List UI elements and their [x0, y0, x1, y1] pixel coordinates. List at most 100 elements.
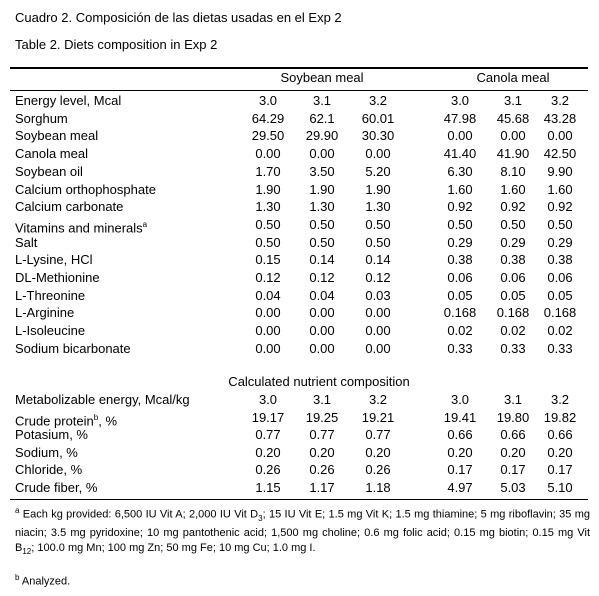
cell-value: 43.28	[543, 110, 577, 126]
label-text: Chloride, %	[15, 462, 83, 478]
cell-value: 0.17	[500, 462, 526, 478]
cell-value: 3.0	[258, 392, 278, 407]
cell-value: 0.38	[447, 252, 473, 268]
label-text: Soybean meal	[15, 128, 99, 144]
cell-value: 0.04	[255, 287, 281, 303]
cell-value: 64.29	[251, 110, 285, 126]
label-text: Crude fiber, %	[15, 480, 98, 495]
cell-value: 0.92	[547, 199, 573, 215]
cell-value: 3.2	[550, 392, 570, 407]
cell-value: 0.26	[255, 462, 281, 478]
label-text: L-Threonine	[15, 287, 86, 303]
cell-value: 0.20	[255, 444, 281, 460]
cell-value: 0.05	[547, 287, 573, 303]
title-es: Cuadro 2. Composición de las dietas usad…	[15, 10, 342, 25]
cell-value: 0.12	[365, 270, 391, 285]
cell-value: 0.33	[500, 340, 526, 356]
cell-value: 3.1	[312, 93, 332, 108]
row-label: Chloride, %	[15, 462, 82, 478]
title-en: Table 2. Diets composition in Exp 2	[15, 37, 218, 52]
label-text: Sodium bicarbonate	[15, 340, 131, 356]
cell-value: 0.50	[365, 234, 391, 250]
cell-value: 1.17	[309, 480, 335, 495]
cell-value: 0.66	[447, 427, 473, 443]
label-text: L-Lysine, HCl	[15, 252, 93, 268]
cell-value: 0.00	[309, 323, 335, 339]
cell-value: 0.00	[500, 128, 526, 144]
footnote-text: ; 15 IU Vit E; 1.5 mg Vit K; 1.5 mg thia…	[15, 508, 590, 554]
cell-value: 0.33	[447, 340, 473, 356]
cell-value: 0.50	[309, 216, 335, 232]
footnote-text: Each kg provided: 6,500 IU Vit A; 2,000 …	[22, 508, 259, 521]
section-title: Calculated nutrient composition	[228, 374, 410, 389]
cell-value: 41.90	[496, 146, 530, 162]
group-header: Canola meal	[476, 70, 550, 85]
cell-value: 0.06	[547, 270, 573, 285]
footnote-mark: a	[15, 506, 20, 515]
cell-value: 0.00	[309, 340, 335, 356]
label-text: Calcium carbonate	[15, 199, 124, 215]
label-text: Vitamins and minerals	[15, 220, 143, 236]
cell-value: 1.18	[365, 480, 391, 495]
cell-value: 3.0	[258, 93, 278, 108]
cell-value: 0.00	[309, 146, 335, 162]
cell-value: 0.00	[547, 128, 573, 144]
cell-value: 60.01	[361, 110, 395, 126]
cell-value: 29.90	[305, 128, 339, 144]
row-label: Crude fiber, %	[15, 480, 97, 496]
cell-value: 0.05	[447, 287, 473, 303]
cell-value: 0.00	[255, 340, 281, 356]
cell-value: 0.66	[500, 427, 526, 443]
cell-value: 8.10	[500, 163, 526, 179]
cell-value: 0.29	[547, 234, 573, 250]
label-text: Crude protein	[15, 412, 94, 428]
cell-value: 3.2	[550, 93, 570, 108]
cell-value: 0.00	[365, 305, 391, 321]
cell-value: 1.60	[547, 181, 573, 197]
cell-value: 0.66	[547, 427, 573, 443]
cell-value: 0.05	[500, 287, 526, 303]
cell-value: 3.0	[450, 93, 470, 108]
cell-value: 19.21	[361, 409, 395, 425]
row-label: L-Threonine	[15, 288, 85, 304]
cell-value: 0.168	[543, 305, 577, 321]
footnote-text: 3	[258, 513, 263, 523]
cell-value: 0.26	[365, 462, 391, 478]
cell-value: 0.00	[365, 340, 391, 356]
cell-value: 0.17	[447, 462, 473, 478]
footnote-mark: b	[15, 573, 20, 582]
footnote-text: 12	[22, 547, 32, 557]
cell-value: 3.1	[312, 392, 332, 407]
row-label: Salt	[15, 235, 37, 251]
row-label: Metabolizable energy, Mcal/kg	[15, 392, 190, 408]
cell-value: 1.90	[255, 181, 281, 197]
cell-value: 0.02	[547, 323, 573, 339]
cell-value: 1.90	[309, 181, 335, 197]
cell-value: 0.77	[309, 427, 335, 443]
cell-value: 1.15	[255, 480, 281, 495]
cell-value: 30.30	[361, 128, 395, 144]
cell-value: 0.12	[309, 270, 335, 285]
cell-value: 5.20	[365, 163, 391, 179]
cell-value: 19.17	[251, 409, 285, 425]
label-suffix: , %	[98, 412, 118, 428]
cell-value: 0.50	[500, 216, 526, 232]
row-label: L-Arginine	[15, 305, 74, 321]
cell-value: 0.00	[255, 305, 281, 321]
cell-value: 1.30	[309, 199, 335, 215]
cell-value: 0.50	[309, 234, 335, 250]
cell-value: 62.1	[309, 110, 335, 126]
label-text: L-Arginine	[15, 305, 75, 321]
cell-value: 0.33	[547, 340, 573, 356]
cell-value: 0.00	[255, 146, 281, 162]
cell-value: 3.2	[368, 392, 388, 407]
cell-value: 47.98	[443, 110, 477, 126]
cell-value: 1.60	[447, 181, 473, 197]
footnote: a Each kg provided: 6,500 IU Vit A; 2,00…	[15, 503, 590, 559]
label-text: L-Isoleucine	[15, 323, 86, 339]
cell-value: 0.12	[255, 270, 281, 285]
footnote-mark: b	[93, 412, 99, 422]
cell-value: 5.03	[500, 480, 526, 495]
cell-value: 1.70	[255, 163, 281, 179]
